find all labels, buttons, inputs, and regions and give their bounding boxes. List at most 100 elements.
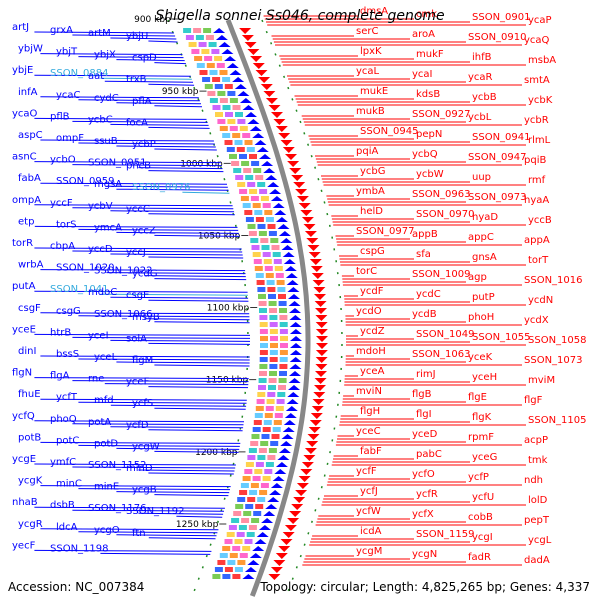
gene-feature-block (270, 441, 279, 446)
gene-feature-block (244, 210, 253, 215)
gene-feature-block (226, 147, 235, 152)
left-gene-leader-line (116, 102, 202, 105)
gene-feature-block (227, 119, 236, 124)
gene-feature-block (277, 392, 286, 397)
gene-feature-block (278, 301, 287, 306)
kbp-tick-label: 1250 kbp (176, 520, 219, 530)
forward-strand-arrow (271, 112, 283, 118)
left-gene-label: csgG (56, 306, 81, 317)
gene-feature-block (255, 175, 264, 180)
left-gene-label: ycgO (94, 525, 120, 536)
right-gene-label: ycbW (416, 169, 444, 180)
gene-feature-block (247, 497, 256, 502)
gene-feature-block (193, 28, 202, 33)
reverse-strand-arrow (259, 154, 271, 159)
gene-feature-block (259, 371, 267, 376)
forward-strand-arrow (300, 210, 313, 216)
gene-feature-block (270, 238, 279, 243)
reverse-strand-arrow (284, 413, 297, 418)
left-gene-leader-line (40, 355, 250, 358)
reverse-strand-arrow (249, 126, 262, 131)
left-gene-leader-line (154, 407, 246, 410)
forward-strand-arrow (315, 357, 328, 363)
right-gene-label: mviM (528, 375, 555, 386)
right-gene-label: yceC (356, 426, 381, 437)
gene-feature-block (259, 350, 268, 355)
left-gene-leader-line (154, 494, 229, 497)
right-gene-label: SSON_0977 (356, 226, 415, 237)
right-gene-label: yceA (360, 366, 385, 377)
left-gene-label: ycdG (132, 269, 158, 280)
gene-feature-block (259, 315, 268, 320)
reverse-strand-arrow (288, 294, 300, 299)
right-gene-label: icdA (360, 526, 382, 537)
gene-feature-block (264, 266, 273, 271)
left-gene-leader-line (182, 191, 230, 194)
forward-strand-arrow (303, 455, 316, 461)
gene-feature-block (202, 77, 211, 82)
gene-feature-block (267, 392, 276, 397)
left-gene-leader-line (72, 164, 222, 167)
reverse-strand-arrow (278, 231, 291, 236)
gene-feature-block (236, 147, 245, 152)
forward-strand-arrow (301, 217, 314, 223)
left-gene-leader-line (34, 31, 174, 34)
left-gene-leader-line (176, 515, 223, 518)
right-gene-label: SSON_0945 (360, 126, 419, 137)
gene-feature-block (254, 413, 263, 418)
gene-feature-block (266, 399, 275, 404)
left-gene-label: ybjW (18, 44, 43, 55)
left-gene-leader-line (100, 552, 211, 555)
left-gene-label: fhuE (18, 389, 41, 400)
left-gene-label: ycbO (50, 155, 76, 166)
left-gene-leader-line (40, 485, 231, 488)
right-gene-label: fadR (468, 552, 491, 563)
gene-feature-block (274, 413, 283, 418)
left-gene-label: pflB (50, 111, 70, 122)
reverse-strand-arrow (221, 49, 234, 54)
reverse-strand-arrow (281, 434, 294, 439)
left-gene-label: ymcA (94, 222, 122, 233)
gene-feature-block (279, 350, 288, 355)
left-gene-label: ycfT (56, 392, 78, 403)
gene-feature-block (209, 70, 218, 75)
right-gene-label: mdoH (356, 346, 386, 357)
gene-feature-block (247, 182, 256, 187)
left-gene-label: trxB (126, 74, 147, 85)
reverse-strand-arrow (215, 35, 228, 40)
reverse-strand-arrow (269, 490, 282, 495)
kbp-tick-label: 1150 kbp (206, 376, 249, 386)
right-gene-label: ycbR (524, 115, 549, 126)
left-gene-label: ycgR (18, 519, 43, 530)
gene-feature-block (258, 294, 266, 299)
left-gene-leader-line (138, 167, 223, 170)
kbp-tick-label: 950 kbp (162, 87, 199, 97)
right-gene-label: phoH (468, 312, 494, 323)
gene-feature-block (241, 518, 250, 523)
gene-feature-block (265, 217, 274, 222)
reverse-strand-arrow (263, 511, 276, 516)
forward-strand-arrow (284, 525, 297, 531)
gene-feature-block (269, 364, 278, 369)
gene-feature-block (248, 231, 257, 236)
left-gene-label: SSON_1176 (88, 503, 147, 514)
gene-feature-block (185, 35, 194, 40)
left-gene-label: yceI (88, 330, 109, 341)
right-gene-label: yceK (468, 352, 493, 363)
left-gene-leader-line (116, 447, 240, 450)
left-gene-label: SSON_0884 (50, 68, 109, 79)
gene-feature-block (272, 427, 281, 432)
gene-feature-block (265, 406, 274, 411)
left-gene-label: infA (18, 87, 38, 98)
left-gene-label: SSON_1192 (126, 506, 185, 517)
gene-feature-block (255, 462, 264, 467)
inner-guide-ring (167, 19, 249, 597)
reverse-strand-arrow (278, 448, 291, 453)
right-gene-label: ycfX (412, 509, 434, 520)
forward-strand-arrow (307, 245, 320, 251)
gene-feature-block (250, 196, 259, 201)
forward-strand-arrow (247, 49, 260, 55)
left-gene-label: ldcA (56, 522, 78, 533)
left-gene-leader-line (148, 342, 251, 345)
gene-feature-block (268, 231, 277, 236)
